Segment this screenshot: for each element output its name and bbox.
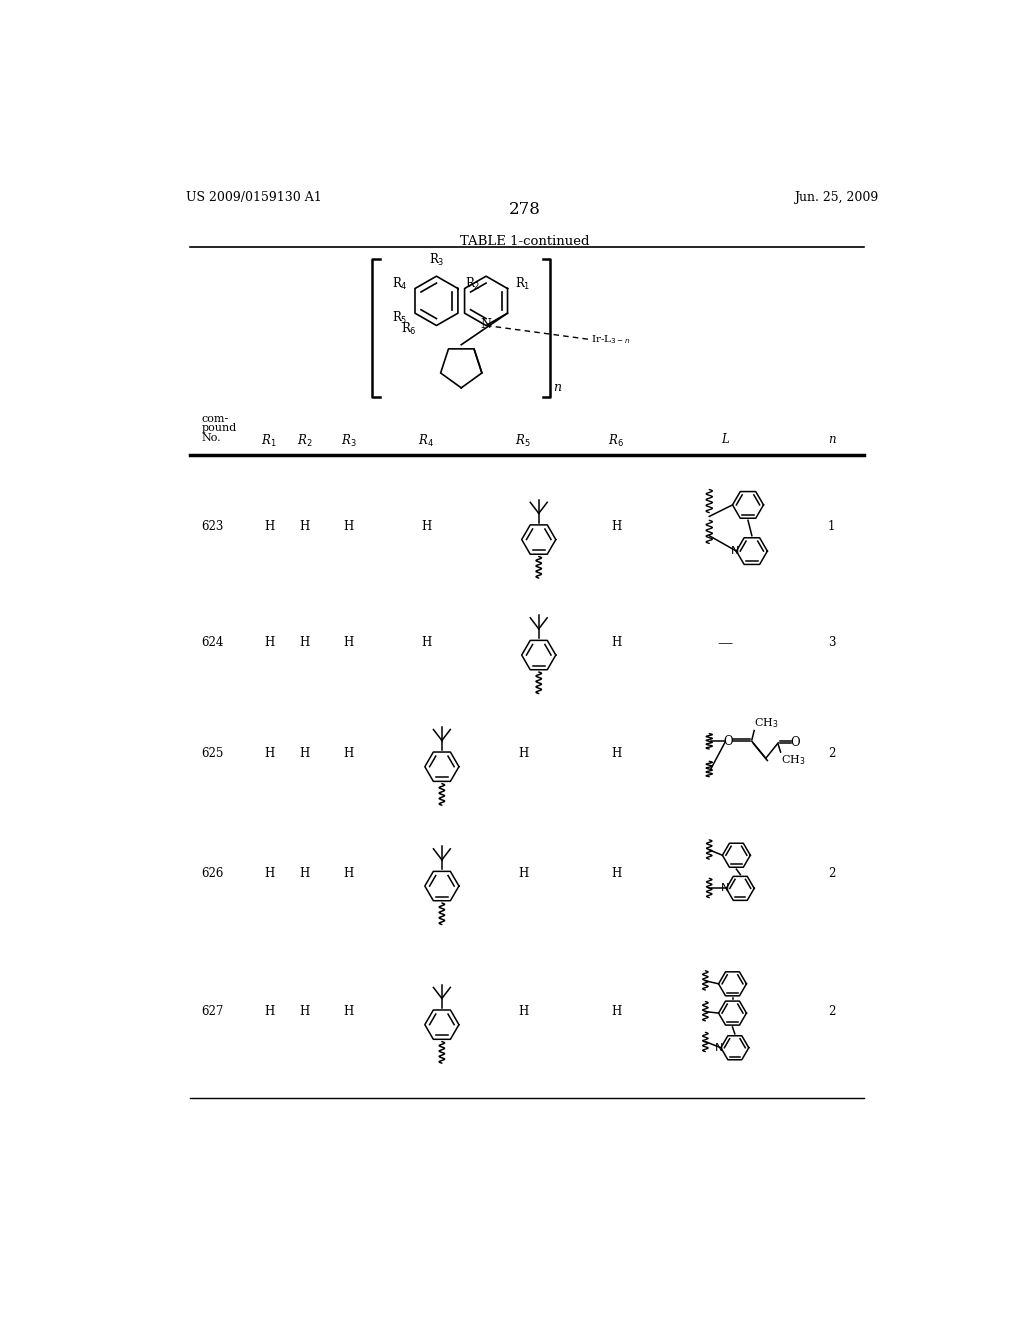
Text: R$_1$: R$_1$: [515, 276, 530, 292]
Text: 623: 623: [202, 520, 224, 533]
Text: O: O: [791, 737, 800, 750]
Text: O: O: [724, 735, 733, 748]
Text: 625: 625: [202, 747, 224, 760]
Text: pound: pound: [202, 424, 237, 433]
Text: H: H: [344, 747, 354, 760]
Text: R$_1$: R$_1$: [261, 433, 276, 449]
Text: R$_4$: R$_4$: [419, 433, 434, 449]
Text: R$_6$: R$_6$: [608, 433, 625, 449]
Text: H: H: [344, 1006, 354, 1019]
Text: 624: 624: [202, 636, 224, 649]
Text: US 2009/0159130 A1: US 2009/0159130 A1: [186, 191, 322, 203]
Text: R$_5$: R$_5$: [515, 433, 531, 449]
Text: H: H: [300, 636, 310, 649]
Text: CH$_3$: CH$_3$: [755, 715, 779, 730]
Text: N: N: [721, 883, 729, 894]
Text: H: H: [300, 1006, 310, 1019]
Text: H: H: [611, 747, 622, 760]
Text: No.: No.: [202, 433, 221, 442]
Text: Ir-L$_{3-n}$: Ir-L$_{3-n}$: [591, 333, 630, 346]
Text: H: H: [344, 520, 354, 533]
Text: N: N: [480, 318, 492, 331]
Text: H: H: [264, 747, 274, 760]
Text: 2: 2: [828, 747, 836, 760]
Text: R$_3$: R$_3$: [341, 433, 356, 449]
Text: R$_2$: R$_2$: [297, 433, 312, 449]
Text: H: H: [300, 747, 310, 760]
Text: H: H: [611, 1006, 622, 1019]
Text: R$_3$: R$_3$: [429, 252, 444, 268]
Text: 1: 1: [828, 520, 836, 533]
Text: R$_4$: R$_4$: [392, 276, 408, 292]
Text: H: H: [264, 520, 274, 533]
Text: H: H: [300, 867, 310, 880]
Text: H: H: [421, 636, 431, 649]
Text: L: L: [721, 433, 729, 446]
Text: 278: 278: [509, 201, 541, 218]
Text: Jun. 25, 2009: Jun. 25, 2009: [795, 191, 879, 203]
Text: H: H: [611, 636, 622, 649]
Text: N: N: [716, 1043, 724, 1053]
Text: R$_2$: R$_2$: [466, 276, 481, 292]
Text: CH$_3$: CH$_3$: [780, 754, 805, 767]
Text: com-: com-: [202, 414, 229, 424]
Text: H: H: [344, 867, 354, 880]
Text: H: H: [518, 747, 528, 760]
Text: TABLE 1-continued: TABLE 1-continued: [460, 235, 590, 248]
Text: 3: 3: [828, 636, 836, 649]
Text: n: n: [827, 433, 836, 446]
Text: H: H: [421, 520, 431, 533]
Text: 626: 626: [202, 867, 224, 880]
Text: 2: 2: [828, 1006, 836, 1019]
Text: H: H: [611, 520, 622, 533]
Text: H: H: [264, 867, 274, 880]
Text: H: H: [518, 867, 528, 880]
Text: —: —: [717, 636, 732, 649]
Text: H: H: [518, 1006, 528, 1019]
Text: H: H: [611, 867, 622, 880]
Text: 627: 627: [202, 1006, 224, 1019]
Text: H: H: [344, 636, 354, 649]
Text: H: H: [300, 520, 310, 533]
Text: 2: 2: [828, 867, 836, 880]
Text: H: H: [264, 636, 274, 649]
Text: H: H: [264, 1006, 274, 1019]
Text: N: N: [731, 546, 739, 556]
Text: R$_5$: R$_5$: [392, 309, 408, 326]
Text: R$_6$: R$_6$: [401, 321, 417, 338]
Text: n: n: [554, 381, 561, 395]
